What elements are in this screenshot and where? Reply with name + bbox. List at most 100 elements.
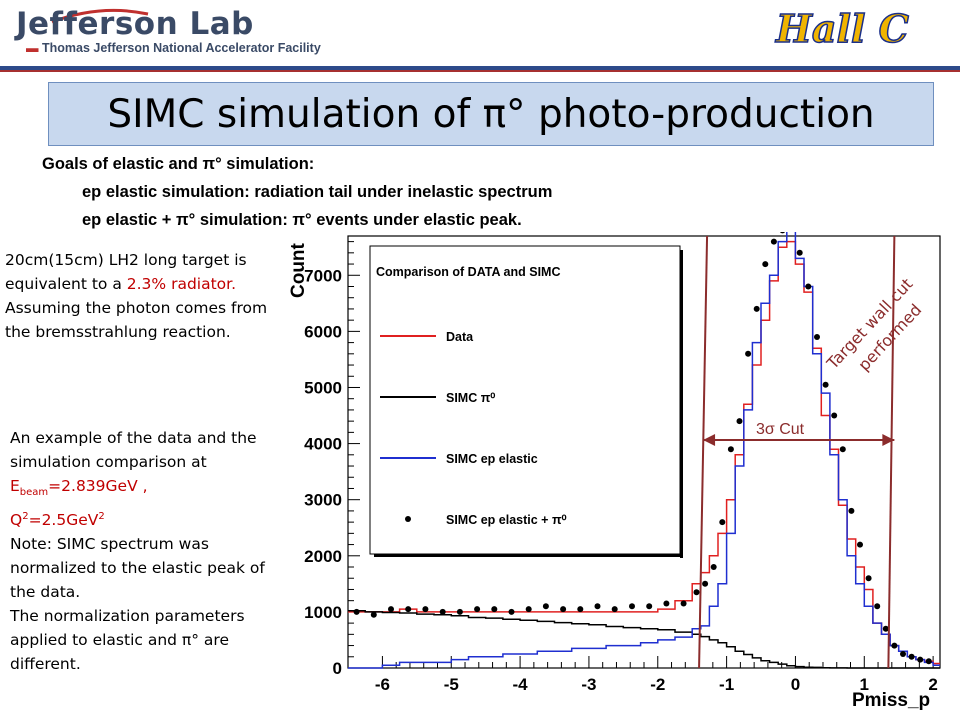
- photon-note: Assuming the photon comes from the brems…: [5, 299, 268, 341]
- sum-data-point: [525, 606, 532, 613]
- sum-data-point: [680, 600, 687, 607]
- sum-data-point: [857, 541, 863, 548]
- sum-data-point: [405, 606, 412, 613]
- legend-box: [369, 245, 681, 555]
- x-tick-label: -2: [650, 675, 665, 694]
- sum-data-point: [577, 606, 584, 613]
- sum-data-point: [908, 653, 915, 660]
- legend-label-pi0: SIMC π⁰: [446, 391, 496, 405]
- sum-data-point: [762, 261, 769, 268]
- comparison-plot-svg: 0 1000 2000 3000 4000 5000 6000 7000 -6 -5 -4 -3 -2…: [288, 224, 941, 711]
- y-tick-label: 5000: [304, 378, 342, 397]
- sum-data-point: [370, 611, 377, 618]
- cut-arrow-head-left: [703, 434, 716, 446]
- sum-data-point: [629, 603, 635, 610]
- sum-data-point: [710, 564, 717, 570]
- sum-data-point: [822, 381, 829, 388]
- sum-data-point: [865, 575, 872, 582]
- x-tick-label: 0: [791, 675, 800, 694]
- y-tick-label: 4000: [304, 435, 342, 454]
- sum-data-point: [745, 350, 752, 357]
- legend-label-sum: SIMC ep elastic + π⁰: [446, 513, 568, 527]
- x-tick-label: -6: [375, 675, 390, 694]
- title-box: SIMC simulation of π° photo-production: [48, 82, 934, 146]
- legend: Comparison of DATA and SIMC Data SIMC π⁰…: [369, 245, 683, 558]
- sum-data-point: [646, 603, 653, 610]
- y-tick-label: 3000: [304, 491, 342, 510]
- sum-data-point: [508, 608, 515, 615]
- sum-data-point: [753, 305, 760, 312]
- swoosh-icon: [51, 8, 149, 24]
- simc-elastic-histogram: [348, 229, 940, 669]
- cut-line-left: [698, 235, 709, 669]
- x-axis-label: Pmiss_p: [852, 690, 930, 711]
- sum-data-point: [917, 656, 924, 663]
- cut-line-right: [887, 235, 896, 669]
- sum-data-point: [693, 589, 700, 596]
- legend-shadow-right: [680, 250, 683, 558]
- sum-data-point: [439, 608, 446, 615]
- hall-c-logo-text: Hall C: [775, 5, 909, 52]
- y-tick-label: 1000: [304, 603, 342, 622]
- lab-name: Jefferson Lab: [16, 6, 254, 42]
- legend-label-data: Data: [446, 330, 474, 344]
- x-tick-label: 2: [928, 675, 937, 694]
- legend-title: Comparison of DATA and SIMC: [376, 265, 561, 279]
- comparison-plot: 0 1000 2000 3000 4000 5000 6000 7000 -6 -5 -4 -3 -2…: [286, 224, 960, 720]
- sum-data-point: [839, 446, 846, 453]
- sum-data-point: [542, 603, 549, 610]
- sum-data-point: [663, 600, 670, 607]
- beam-energy: Ebeam=2.839GeV ,: [10, 477, 148, 499]
- goals-list: Goals of elastic and π° simulation: ep e…: [42, 150, 742, 234]
- sum-data-point: [422, 606, 429, 613]
- x-tick-label: -5: [444, 675, 459, 694]
- sum-data-point: [353, 608, 360, 615]
- sum-data-point: [796, 249, 803, 256]
- y-axis-label: Count: [288, 242, 309, 298]
- sum-data-point: [560, 606, 567, 613]
- y-tick-label: 7000: [304, 266, 342, 285]
- slide-header: Jefferson Lab ▬ Thomas Jefferson Nationa…: [0, 0, 960, 72]
- y-tick-label: 0: [333, 659, 342, 678]
- sum-data-point: [925, 658, 932, 665]
- sum-data-point: [874, 603, 881, 610]
- y-tick-label: 2000: [304, 547, 342, 566]
- sum-data-point: [456, 608, 463, 615]
- sum-data-point: [848, 507, 855, 514]
- cut-label: 3σ Cut: [756, 421, 805, 438]
- sum-data-point: [611, 606, 618, 613]
- sum-data-point: [891, 642, 898, 649]
- sum-data-point: [719, 519, 726, 526]
- goal-item-elastic: ep elastic simulation: radiation tail un…: [82, 183, 553, 201]
- legend-swatch-sum: [405, 516, 411, 522]
- jefferson-lab-logo: Jefferson Lab ▬ Thomas Jefferson Nationa…: [10, 6, 350, 56]
- sum-data-point: [727, 446, 734, 453]
- slide-title: SIMC simulation of π° photo-production: [107, 91, 875, 137]
- y-tick-label: 6000: [304, 322, 342, 341]
- x-tick-label: -3: [581, 675, 596, 694]
- sum-data-point: [814, 334, 820, 340]
- radiator-value: 2.3% radiator.: [126, 275, 237, 293]
- sum-data-point: [594, 603, 601, 610]
- normalization-note: Note: SIMC spectrum was normalized to th…: [10, 535, 265, 602]
- hall-c-logo: Hall C: [775, 5, 936, 62]
- sum-data-point: [491, 606, 498, 613]
- goal-item-pi0: ep elastic + π° simulation: π° events un…: [82, 211, 522, 229]
- sum-data-point: [474, 606, 481, 613]
- header-divider-accent: [0, 70, 960, 72]
- sum-data-point: [831, 412, 838, 419]
- sum-data-point: [900, 651, 906, 657]
- goals-heading: Goals of elastic and π° simulation:: [42, 155, 315, 173]
- sum-data-point: [882, 625, 889, 632]
- header-divider: [0, 66, 960, 70]
- cut-arrow-head-right: [882, 434, 895, 446]
- legend-label-elastic: SIMC ep elastic: [446, 452, 538, 466]
- simc-pi0-histogram: [348, 610, 940, 669]
- example-note: An example of the data and the simulatio…: [10, 429, 265, 674]
- sum-data-point: [736, 418, 743, 425]
- sum-data-point: [388, 606, 394, 613]
- sum-data-point: [770, 238, 777, 245]
- x-tick-label: 1: [860, 675, 869, 694]
- sum-data-point: [779, 227, 786, 234]
- lab-subtitle: ▬ Thomas Jefferson National Accelerator …: [26, 41, 321, 55]
